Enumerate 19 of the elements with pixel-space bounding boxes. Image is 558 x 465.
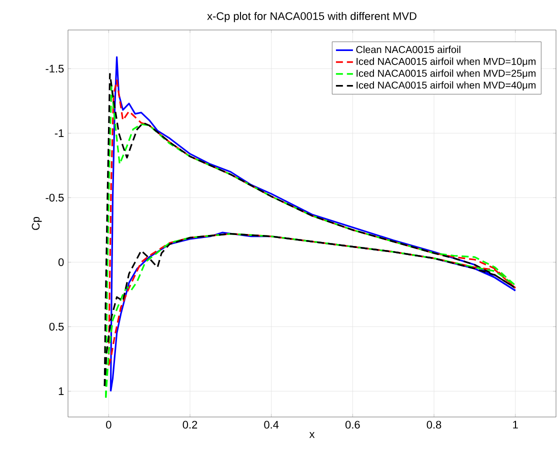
y-tick-label: 0 xyxy=(58,258,64,266)
y-axis-title: Cp xyxy=(32,216,42,230)
y-tick-label: -1 xyxy=(54,129,64,137)
x-tick-label: 0 xyxy=(106,420,112,429)
x-tick-label: 0.6 xyxy=(345,420,360,429)
chart-title: x-Cp plot for NACA0015 with different MVD xyxy=(207,12,416,22)
x-tick-label: 0.2 xyxy=(182,420,198,429)
x-axis-title: x xyxy=(309,432,315,438)
legend-label: Iced NACA0015 airfoil when MVD=25μm xyxy=(356,69,536,79)
x-tick-label: 0.8 xyxy=(426,420,442,429)
y-tick-label: 0.5 xyxy=(49,322,64,331)
x-tick-label: 0.4 xyxy=(264,420,279,429)
legend-label: Clean NACA0015 airfoil xyxy=(356,46,460,54)
y-tick-label: 1 xyxy=(58,387,64,395)
legend-label: Iced NACA0015 airfoil when MVD=40μm xyxy=(356,81,536,90)
y-tick-label: -0.5 xyxy=(46,194,64,202)
legend-label: Iced NACA0015 airfoil when MVD=10μm xyxy=(356,58,536,67)
x-tick-label: 1 xyxy=(513,420,518,428)
y-tick-label: -1.5 xyxy=(46,64,64,73)
